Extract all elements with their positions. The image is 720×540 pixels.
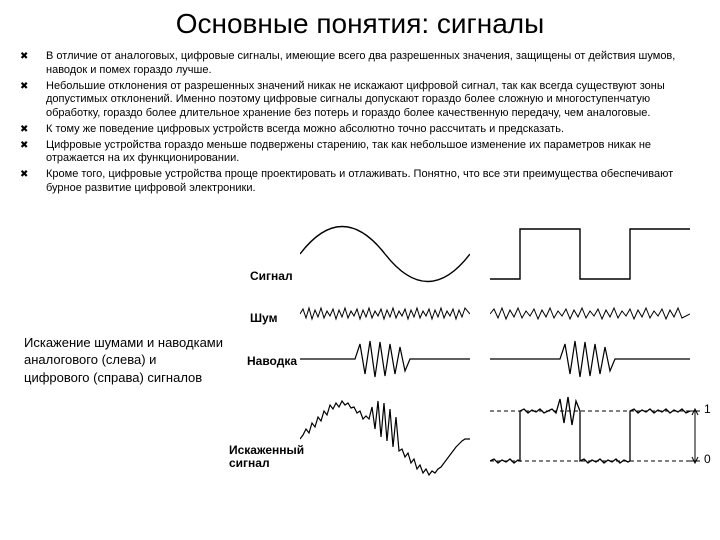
label-interference: Наводка [247,354,297,368]
bullet-item: К тому же поведение цифровых устройств в… [40,123,700,137]
bullet-item: Цифровые устройства гораздо меньше подве… [40,139,700,167]
analog-distorted [300,389,470,489]
bullet-item: Кроме того, цифровые устройства проще пр… [40,168,700,196]
diagram-caption: Искажение шумами и наводками аналогового… [24,334,224,387]
digital-noise [490,302,690,326]
analog-signal [300,214,470,294]
diagram-area: Искажение шумами и наводками аналогового… [0,204,720,514]
digital-distorted [490,389,710,489]
label-noise: Шум [250,311,277,325]
page-title: Основные понятия: сигналы [0,0,720,50]
analog-interference [300,339,470,379]
marker-low: 0 [704,452,711,466]
bullet-item: В отличие от аналоговых, цифровые сигнал… [40,50,700,78]
bullet-list: В отличие от аналоговых, цифровые сигнал… [0,50,720,196]
bullet-item: Небольшие отклонения от разрешенных знач… [40,80,700,121]
marker-high: 1 [704,402,711,416]
analog-noise [300,302,470,326]
digital-interference [490,339,690,379]
label-distorted: Искаженный сигнал [229,444,309,470]
label-signal: Сигнал [250,269,293,283]
digital-signal [490,214,690,294]
